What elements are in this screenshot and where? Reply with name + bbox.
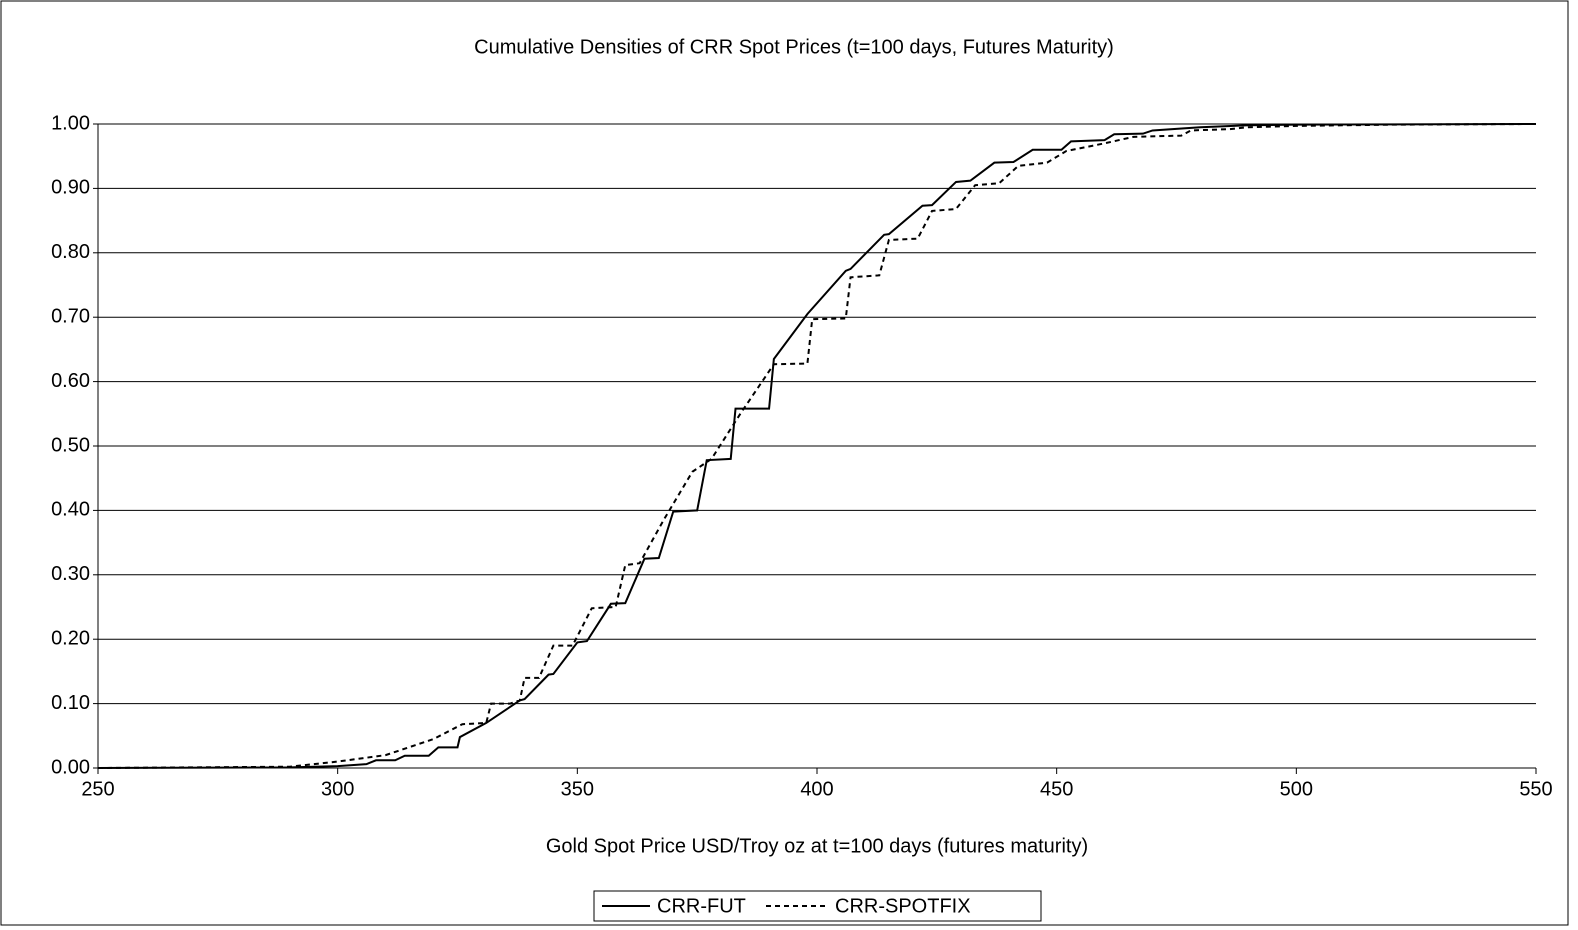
x-tick-label: 300 [321, 778, 354, 800]
y-tick-label: 0.60 [51, 370, 90, 392]
chart-title: Cumulative Densities of CRR Spot Prices … [474, 36, 1114, 58]
y-tick-label: 0.30 [51, 563, 90, 585]
y-tick-label: 0.10 [51, 692, 90, 714]
x-tick-label: 450 [1040, 778, 1073, 800]
y-tick-label: 0.80 [51, 241, 90, 263]
y-tick-label: 0.40 [51, 499, 90, 521]
series-line [97, 123, 1537, 769]
x-tick-label: 350 [561, 778, 594, 800]
y-tick-label: 0.50 [51, 434, 90, 456]
x-tick-label: 550 [1519, 778, 1552, 800]
legend-label: CRR-FUT [657, 895, 746, 917]
y-tick-label: 0.00 [51, 756, 90, 778]
y-tick-label: 0.20 [51, 627, 90, 649]
y-tick-label: 0.90 [51, 177, 90, 199]
series-line [97, 123, 1537, 769]
y-tick-label: 1.00 [51, 112, 90, 134]
x-tick-label: 250 [81, 778, 114, 800]
x-tick-label: 500 [1280, 778, 1313, 800]
legend-box [593, 890, 1042, 922]
legend-label: CRR-SPOTFIX [835, 895, 971, 917]
y-tick-label: 0.70 [51, 305, 90, 327]
x-tick-label: 400 [800, 778, 833, 800]
x-axis-label: Gold Spot Price USD/Troy oz at t=100 day… [546, 835, 1088, 857]
